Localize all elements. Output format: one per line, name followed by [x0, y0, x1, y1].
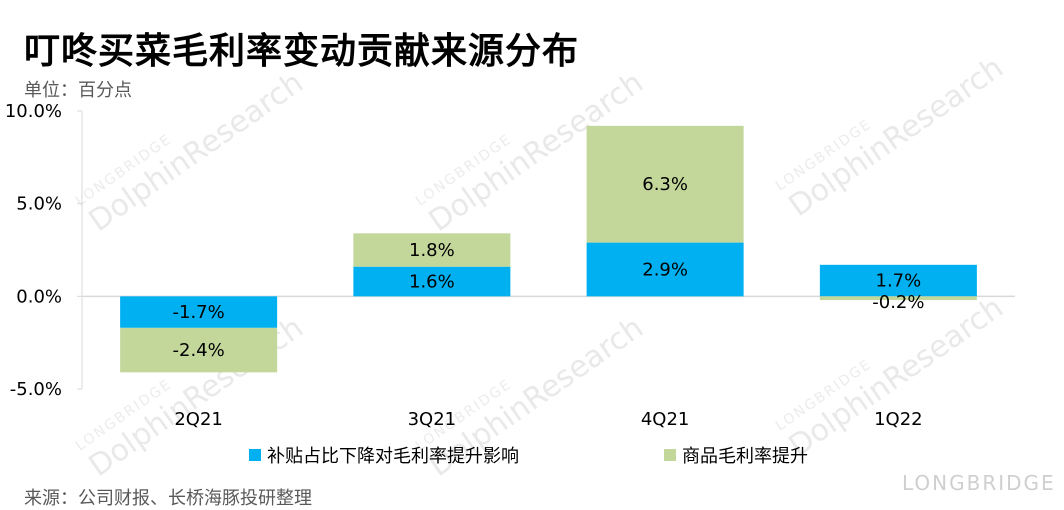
y-tick-label: 10.0%	[5, 101, 62, 122]
watermark-text: DolphinResearch	[783, 290, 1010, 464]
data-label: -2.4%	[173, 340, 225, 361]
unit-label: 单位：百分点	[24, 80, 132, 101]
watermark-text: DolphinResearch	[783, 50, 1010, 224]
bar-segment	[586, 125, 744, 243]
data-label: -0.2%	[872, 292, 924, 313]
bar-segment	[819, 296, 977, 301]
bar-segment	[120, 327, 278, 373]
y-tick-label: -5.0%	[10, 379, 62, 400]
y-tick-label: 0.0%	[16, 286, 62, 307]
data-label: 6.3%	[642, 174, 688, 195]
y-tick-label: 5.0%	[16, 194, 62, 215]
bar-segment	[819, 264, 977, 297]
bar-segment	[353, 233, 511, 267]
x-tick-label: 4Q21	[641, 409, 690, 430]
legend: 补贴占比下降对毛利率提升影响 商品毛利率提升	[249, 446, 808, 467]
data-label: 2.9%	[642, 259, 688, 280]
legend-swatch	[664, 449, 676, 461]
bar-layer	[120, 125, 977, 373]
data-label: 1.6%	[409, 272, 455, 293]
legend-item: 补贴占比下降对毛利率提升影响	[249, 446, 519, 467]
data-label: -1.7%	[173, 302, 225, 323]
bar-segment	[586, 242, 744, 297]
legend-label: 商品毛利率提升	[682, 446, 808, 467]
data-label: 1.7%	[876, 271, 922, 292]
brand-watermark: LONGBRIDGE	[902, 471, 1056, 495]
legend-swatch	[249, 449, 261, 461]
label-layer: -1.7% -2.4% 2Q21 1.6% 1.8% 3Q21 2.9% 6.3% 4Q21 1.…	[173, 174, 925, 430]
bar-segment	[120, 296, 278, 328]
legend-label: 补贴占比下降对毛利率提升影响	[267, 446, 519, 467]
x-tick-label: 1Q22	[874, 409, 923, 430]
source-label: 来源：公司财报、长桥海豚投研整理	[24, 488, 312, 509]
x-tick-label: 2Q21	[174, 409, 223, 430]
legend-item: 商品毛利率提升	[664, 446, 808, 467]
x-tick-label: 3Q21	[408, 409, 457, 430]
chart-title: 叮咚买菜毛利率变动贡献来源分布	[24, 31, 580, 72]
data-label: 1.8%	[409, 240, 455, 261]
bar-segment	[353, 266, 511, 297]
watermark-text: DolphinResearch	[83, 65, 310, 239]
